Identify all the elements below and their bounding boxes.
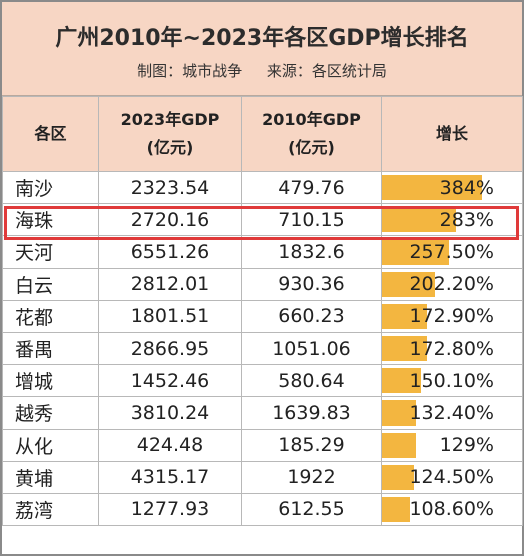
table-row: 南沙 2323.54 479.76 384% (2, 170, 523, 205)
subtitle: 制图：城市战争 来源：各区统计局 (2, 60, 522, 81)
gdp-2023-cell: 1277.93 (98, 492, 242, 527)
district-cell: 白云 (2, 267, 99, 301)
table-row: 荔湾 1277.93 612.55 108.60% (2, 492, 523, 527)
gdp-2023-cell: 424.48 (98, 428, 242, 462)
gdp-2010-cell: 612.55 (241, 492, 382, 527)
growth-value: 124.50% (409, 466, 494, 489)
growth-cell: 384% (381, 170, 523, 205)
growth-value: 172.80% (409, 337, 494, 360)
gdp-2023-cell: 2720.16 (98, 203, 242, 237)
page-title: 广州2010年~2023年各区GDP增长排名 (55, 26, 469, 51)
table-row: 越秀 3810.24 1639.83 132.40% (2, 396, 523, 430)
column-header-gdp-2010: 2010年GDP (亿元) (241, 96, 382, 172)
gdp-2023-cell: 6551.26 (98, 235, 242, 269)
growth-bar (382, 239, 449, 265)
growth-bar (382, 303, 427, 329)
growth-bar (382, 368, 421, 394)
growth-cell: 283% (381, 203, 523, 237)
gdp-2023-cell: 2812.01 (98, 267, 242, 301)
gdp-2023-cell: 1801.51 (98, 299, 242, 333)
table-row: 番禺 2866.95 1051.06 172.80% (2, 331, 523, 366)
growth-cell: 202.20% (381, 267, 523, 301)
district-cell: 荔湾 (2, 492, 99, 527)
district-cell: 增城 (2, 364, 99, 398)
growth-value: 384% (439, 176, 494, 199)
growth-cell: 172.90% (381, 299, 523, 333)
district-cell: 黄埔 (2, 460, 99, 494)
table-header-row: 各区 2023年GDP (亿元) 2010年GDP (亿元) 增长 (2, 96, 523, 172)
district-cell: 越秀 (2, 396, 99, 430)
growth-value: 283% (439, 208, 494, 231)
district-cell: 番禺 (2, 331, 99, 366)
table-row: 花都 1801.51 660.23 172.90% (2, 299, 523, 333)
gdp-2023-cell: 2323.54 (98, 170, 242, 205)
district-cell: 天河 (2, 235, 99, 269)
district-cell: 南沙 (2, 170, 99, 205)
gdp-2010-cell: 1639.83 (241, 396, 382, 430)
gdp-2010-cell: 710.15 (241, 203, 382, 237)
column-header-growth: 增长 (381, 96, 523, 172)
district-cell: 海珠 (2, 203, 99, 237)
growth-value: 257.50% (409, 240, 494, 263)
growth-bar (382, 464, 414, 490)
gdp-2010-cell: 1051.06 (241, 331, 382, 366)
column-header-gdp-2010-unit: (亿元) (288, 138, 335, 157)
growth-bar (382, 175, 482, 201)
table-row: 增城 1452.46 580.64 150.10% (2, 364, 523, 398)
growth-bar (382, 432, 416, 458)
gdp-2010-cell: 660.23 (241, 299, 382, 333)
growth-cell: 124.50% (381, 460, 523, 494)
growth-cell: 257.50% (381, 235, 523, 269)
growth-value: 129% (439, 434, 494, 457)
made-by-label: 制图：城市战争 (137, 62, 243, 80)
source-label: 来源：各区统计局 (266, 62, 387, 80)
gdp-2010-cell: 185.29 (241, 428, 382, 462)
gdp-2010-cell: 1922 (241, 460, 382, 494)
growth-cell: 172.80% (381, 331, 523, 366)
growth-bar (382, 335, 427, 362)
table-row: 从化 424.48 185.29 129% (2, 428, 523, 462)
table-row: 黄埔 4315.17 1922 124.50% (2, 460, 523, 494)
gdp-2023-cell: 2866.95 (98, 331, 242, 366)
growth-cell: 150.10% (381, 364, 523, 398)
growth-cell: 129% (381, 428, 523, 462)
growth-bar (382, 496, 410, 523)
column-header-gdp-2010-line1: 2010年GDP (262, 110, 361, 129)
district-cell: 从化 (2, 428, 99, 462)
column-header-gdp-2023: 2023年GDP (亿元) (98, 96, 242, 172)
growth-value: 132.40% (409, 401, 494, 424)
district-cell: 花都 (2, 299, 99, 333)
growth-value: 202.20% (409, 273, 494, 296)
gdp-2010-cell: 1832.6 (241, 235, 382, 269)
gdp-2023-cell: 3810.24 (98, 396, 242, 430)
gdp-2023-cell: 4315.17 (98, 460, 242, 494)
growth-value: 150.10% (409, 369, 494, 392)
growth-bar (382, 400, 416, 426)
column-header-gdp-2023-unit: (亿元) (146, 138, 194, 157)
table-row: 天河 6551.26 1832.6 257.50% (2, 235, 523, 269)
column-header-gdp-2023-line1: 2023年GDP (120, 110, 220, 129)
growth-bar (382, 207, 456, 233)
gdp-2010-cell: 479.76 (241, 170, 382, 205)
table-row: 白云 2812.01 930.36 202.20% (2, 267, 523, 301)
gdp-2010-cell: 930.36 (241, 267, 382, 301)
title-bar: 广州2010年~2023年各区GDP增长排名 制图：城市战争 来源：各区统计局 (2, 2, 522, 96)
gdp-2010-cell: 580.64 (241, 364, 382, 398)
growth-cell: 108.60% (381, 492, 523, 527)
growth-cell: 132.40% (381, 396, 523, 430)
growth-value: 108.60% (409, 498, 494, 521)
gdp-table: 各区 2023年GDP (亿元) 2010年GDP (亿元) 增长 南沙 2323… (2, 96, 523, 527)
table-row: 海珠 2720.16 710.15 283% (2, 203, 523, 237)
growth-bar (382, 271, 435, 297)
column-header-district: 各区 (2, 96, 99, 172)
gdp-2023-cell: 1452.46 (98, 364, 242, 398)
growth-value: 172.90% (409, 305, 494, 328)
